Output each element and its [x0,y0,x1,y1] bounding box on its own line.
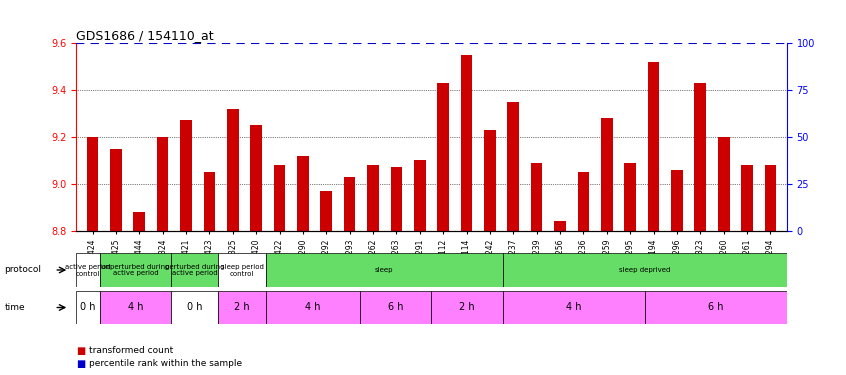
Text: ■: ■ [76,346,85,355]
Bar [391,167,402,231]
Bar [100,291,171,324]
Bar [508,102,519,231]
Bar [717,137,729,231]
Text: ■: ■ [76,359,85,369]
Text: 0 h: 0 h [80,303,96,312]
Text: 2 h: 2 h [459,303,475,312]
Bar [554,221,566,231]
Bar [648,62,659,231]
Bar [227,109,239,231]
Bar [343,177,355,231]
Bar [297,156,309,231]
Bar [100,253,171,287]
Bar [157,137,168,231]
Text: protocol: protocol [4,266,41,274]
Bar [578,172,590,231]
Bar [250,125,262,231]
Text: active period
control: active period control [65,264,111,276]
Bar [431,291,503,324]
Bar [218,253,266,287]
Bar [218,291,266,324]
Bar [134,212,146,231]
Bar [171,291,218,324]
Bar [76,291,100,324]
Bar [741,165,753,231]
Text: transformed count: transformed count [89,346,173,355]
Text: sleep: sleep [375,267,393,273]
Bar [204,172,215,231]
Bar [414,160,426,231]
Bar [321,191,332,231]
Bar [671,170,683,231]
Text: 4 h: 4 h [305,303,321,312]
Bar [273,165,285,231]
Bar [484,130,496,231]
Text: sleep period
control: sleep period control [221,264,263,276]
Text: 4 h: 4 h [128,303,143,312]
Bar [76,253,100,287]
Text: GDS1686 / 154110_at: GDS1686 / 154110_at [76,29,214,42]
Bar [503,291,645,324]
Text: 6 h: 6 h [388,303,404,312]
Text: percentile rank within the sample: percentile rank within the sample [89,359,242,368]
Bar [503,253,787,287]
Bar [461,55,472,231]
Text: 2 h: 2 h [234,303,250,312]
Text: 0 h: 0 h [187,303,202,312]
Bar [266,253,503,287]
Bar [437,83,449,231]
Bar [171,253,218,287]
Text: perturbed during
active period: perturbed during active period [165,264,224,276]
Bar [180,120,192,231]
Bar [367,165,379,231]
Bar [601,118,613,231]
Bar [765,165,777,231]
Text: 4 h: 4 h [566,303,581,312]
Bar [110,148,122,231]
Bar [360,291,431,324]
Bar [530,163,542,231]
Text: sleep deprived: sleep deprived [619,267,670,273]
Bar [86,137,98,231]
Bar [624,163,636,231]
Bar [645,291,787,324]
Text: unperturbed during
active period: unperturbed during active period [102,264,169,276]
Bar [695,83,706,231]
Text: time: time [4,303,25,312]
Text: 6 h: 6 h [708,303,723,312]
Bar [266,291,360,324]
